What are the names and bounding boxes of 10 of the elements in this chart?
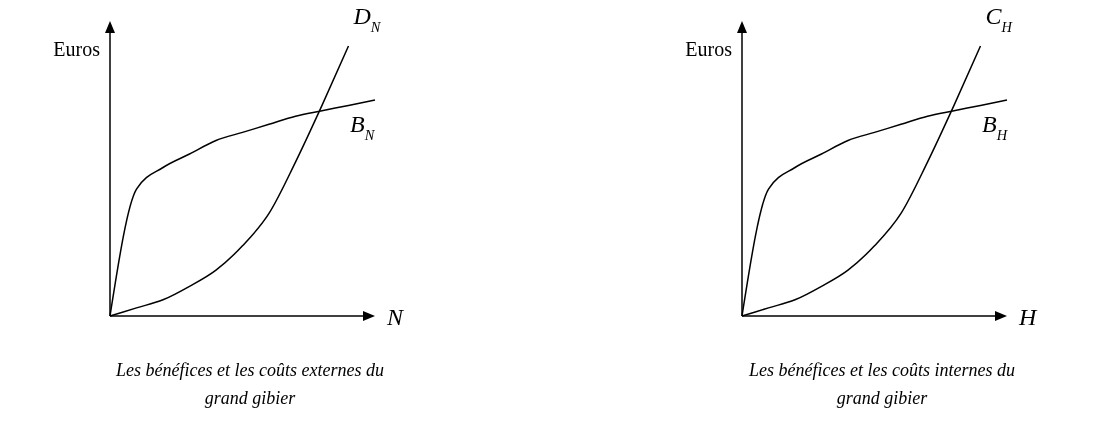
text: Les bénéfices et les coûts internes du grand gibier bbox=[748, 360, 1015, 408]
x-axis-title: H bbox=[1018, 304, 1038, 330]
text: Les bénéfices et les coûts externes du grand gibier bbox=[115, 360, 384, 408]
series-label: B$_{H}$ bbox=[982, 111, 1009, 143]
y-axis-title: Euros bbox=[685, 38, 733, 60]
x-axis-title: N bbox=[386, 304, 405, 330]
series-label: B$_{N}$ bbox=[350, 111, 376, 143]
y-axis-title: Euros bbox=[53, 38, 101, 60]
series-label: D$_{N}$ bbox=[352, 3, 382, 35]
series-label: C$_{H}$ bbox=[985, 3, 1014, 35]
